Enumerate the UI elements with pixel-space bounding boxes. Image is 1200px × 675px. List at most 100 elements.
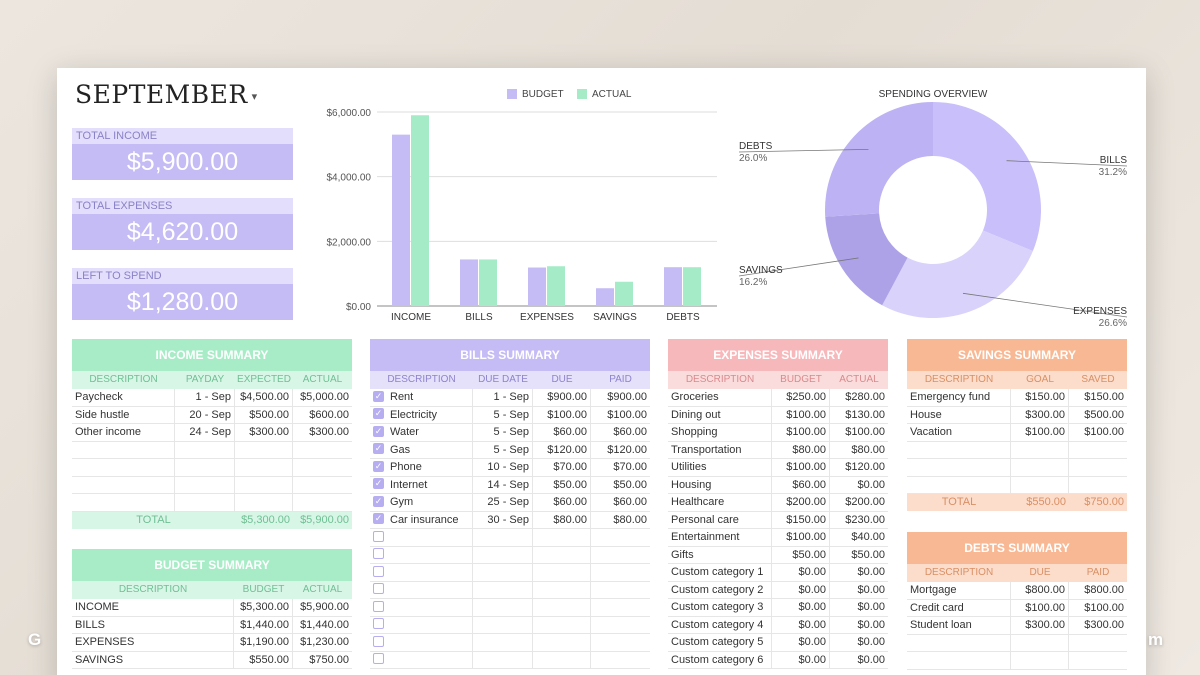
table-cell[interactable] <box>1011 459 1069 476</box>
table-cell[interactable]: $80.00 <box>772 441 830 458</box>
table-cell[interactable] <box>235 459 293 476</box>
table-cell[interactable]: Vacation <box>907 424 1011 441</box>
table-cell[interactable]: $100.00 <box>1084 601 1124 614</box>
table-cell[interactable]: $70.00 <box>533 459 591 476</box>
table-cell[interactable]: Custom category 2 <box>668 581 772 598</box>
table-cell[interactable]: Custom category 4 <box>668 616 772 633</box>
table-cell[interactable] <box>533 581 591 598</box>
checkbox-icon[interactable] <box>373 565 384 577</box>
table-cell[interactable]: $300.00 <box>309 426 349 438</box>
table-cell[interactable] <box>591 617 650 634</box>
table-cell[interactable]: ✓ Rent <box>370 389 473 406</box>
table-cell[interactable] <box>1069 459 1127 476</box>
table-cell[interactable] <box>533 564 591 581</box>
table-cell[interactable]: $300.00 <box>1011 406 1069 423</box>
table-cell[interactable]: BILLS <box>72 616 234 633</box>
table-cell[interactable]: ✓ Internet <box>370 476 473 493</box>
table-cell[interactable] <box>370 546 473 563</box>
table-cell[interactable]: $50.00 <box>851 548 885 561</box>
table-cell[interactable]: Mortgage <box>907 582 1011 599</box>
table-cell[interactable] <box>370 599 473 616</box>
table-cell[interactable]: $800.00 <box>1011 582 1069 599</box>
table-cell[interactable]: $900.00 <box>533 389 591 406</box>
table-cell[interactable]: $0.00 <box>857 618 885 631</box>
table-cell[interactable]: 14 - Sep <box>473 476 533 493</box>
table-cell[interactable]: Custom category 5 <box>668 634 772 651</box>
table-cell[interactable]: Personal care <box>668 511 772 528</box>
table-cell[interactable]: $100.00 <box>1084 426 1124 438</box>
table-cell[interactable] <box>1011 476 1069 493</box>
table-cell[interactable]: 5 - Sep <box>473 424 533 441</box>
checkbox-icon[interactable] <box>373 583 384 595</box>
table-cell[interactable] <box>591 634 650 651</box>
table-cell[interactable]: Paycheck <box>72 389 175 406</box>
table-cell[interactable]: $0.00 <box>772 564 830 581</box>
checkbox-icon[interactable] <box>373 618 384 630</box>
table-cell[interactable] <box>533 546 591 563</box>
table-cell[interactable]: $50.00 <box>772 546 830 563</box>
table-cell[interactable] <box>293 477 352 494</box>
table-cell[interactable]: $150.00 <box>1084 391 1124 403</box>
month-selector[interactable]: SEPTEMBER ▾ <box>75 80 258 109</box>
table-cell[interactable]: $0.00 <box>857 601 885 613</box>
table-cell[interactable]: $1,440.00 <box>300 618 349 631</box>
table-cell[interactable] <box>473 581 533 598</box>
table-cell[interactable]: $100.00 <box>533 406 591 423</box>
table-cell[interactable]: Transportation <box>668 441 772 458</box>
table-cell[interactable]: $800.00 <box>1084 584 1124 596</box>
table-cell[interactable]: $50.00 <box>613 478 647 491</box>
table-cell[interactable] <box>175 459 235 476</box>
table-cell[interactable] <box>72 459 175 476</box>
table-cell[interactable] <box>533 599 591 616</box>
table-cell[interactable] <box>72 494 175 511</box>
table-cell[interactable] <box>293 442 352 459</box>
table-cell[interactable]: $0.00 <box>857 566 885 578</box>
table-cell[interactable]: $1,190.00 <box>234 634 293 651</box>
table-cell[interactable]: $0.00 <box>772 634 830 651</box>
table-cell[interactable] <box>293 494 352 511</box>
table-cell[interactable] <box>370 564 473 581</box>
table-cell[interactable] <box>907 652 1011 669</box>
table-cell[interactable]: $130.00 <box>845 408 885 421</box>
table-cell[interactable]: $230.00 <box>845 513 885 526</box>
table-cell[interactable]: $1,230.00 <box>300 636 349 648</box>
table-cell[interactable]: Gifts <box>668 546 772 563</box>
table-cell[interactable] <box>72 441 175 458</box>
table-cell[interactable]: $600.00 <box>309 408 349 421</box>
table-cell[interactable] <box>175 441 235 458</box>
table-cell[interactable] <box>293 459 352 476</box>
table-cell[interactable] <box>907 459 1011 476</box>
checkbox-icon[interactable]: ✓ <box>373 495 384 507</box>
table-cell[interactable]: INCOME <box>72 599 234 616</box>
table-cell[interactable]: $100.00 <box>845 426 885 438</box>
table-cell[interactable] <box>175 494 235 511</box>
table-cell[interactable]: Utilities <box>668 459 772 476</box>
table-cell[interactable]: 5 - Sep <box>473 441 533 458</box>
table-cell[interactable]: ✓ Gym <box>370 494 473 511</box>
checkbox-icon[interactable] <box>373 548 384 560</box>
table-cell[interactable]: $80.00 <box>613 513 647 526</box>
table-cell[interactable]: $60.00 <box>772 476 830 493</box>
table-cell[interactable]: 10 - Sep <box>473 459 533 476</box>
table-cell[interactable] <box>370 529 473 546</box>
table-cell[interactable]: $5,300.00 <box>234 599 293 616</box>
table-cell[interactable]: $80.00 <box>533 511 591 528</box>
table-cell[interactable]: $100.00 <box>772 459 830 476</box>
table-cell[interactable] <box>533 651 591 668</box>
table-cell[interactable]: $40.00 <box>851 531 885 543</box>
table-cell[interactable] <box>591 529 650 546</box>
table-cell[interactable]: $5,000.00 <box>300 391 349 403</box>
table-cell[interactable]: $0.00 <box>772 599 830 616</box>
table-cell[interactable] <box>533 616 591 633</box>
table-cell[interactable]: Custom category 1 <box>668 564 772 581</box>
table-cell[interactable]: $500.00 <box>1084 408 1124 421</box>
table-cell[interactable]: $200.00 <box>772 494 830 511</box>
table-cell[interactable] <box>370 616 473 633</box>
table-cell[interactable]: Shopping <box>668 424 772 441</box>
table-cell[interactable]: $120.00 <box>533 441 591 458</box>
table-cell[interactable]: $100.00 <box>772 406 830 423</box>
table-cell[interactable]: $120.00 <box>607 443 647 456</box>
table-cell[interactable] <box>907 441 1011 458</box>
table-cell[interactable]: Entertainment <box>668 529 772 546</box>
table-cell[interactable]: ✓ Electricity <box>370 406 473 423</box>
